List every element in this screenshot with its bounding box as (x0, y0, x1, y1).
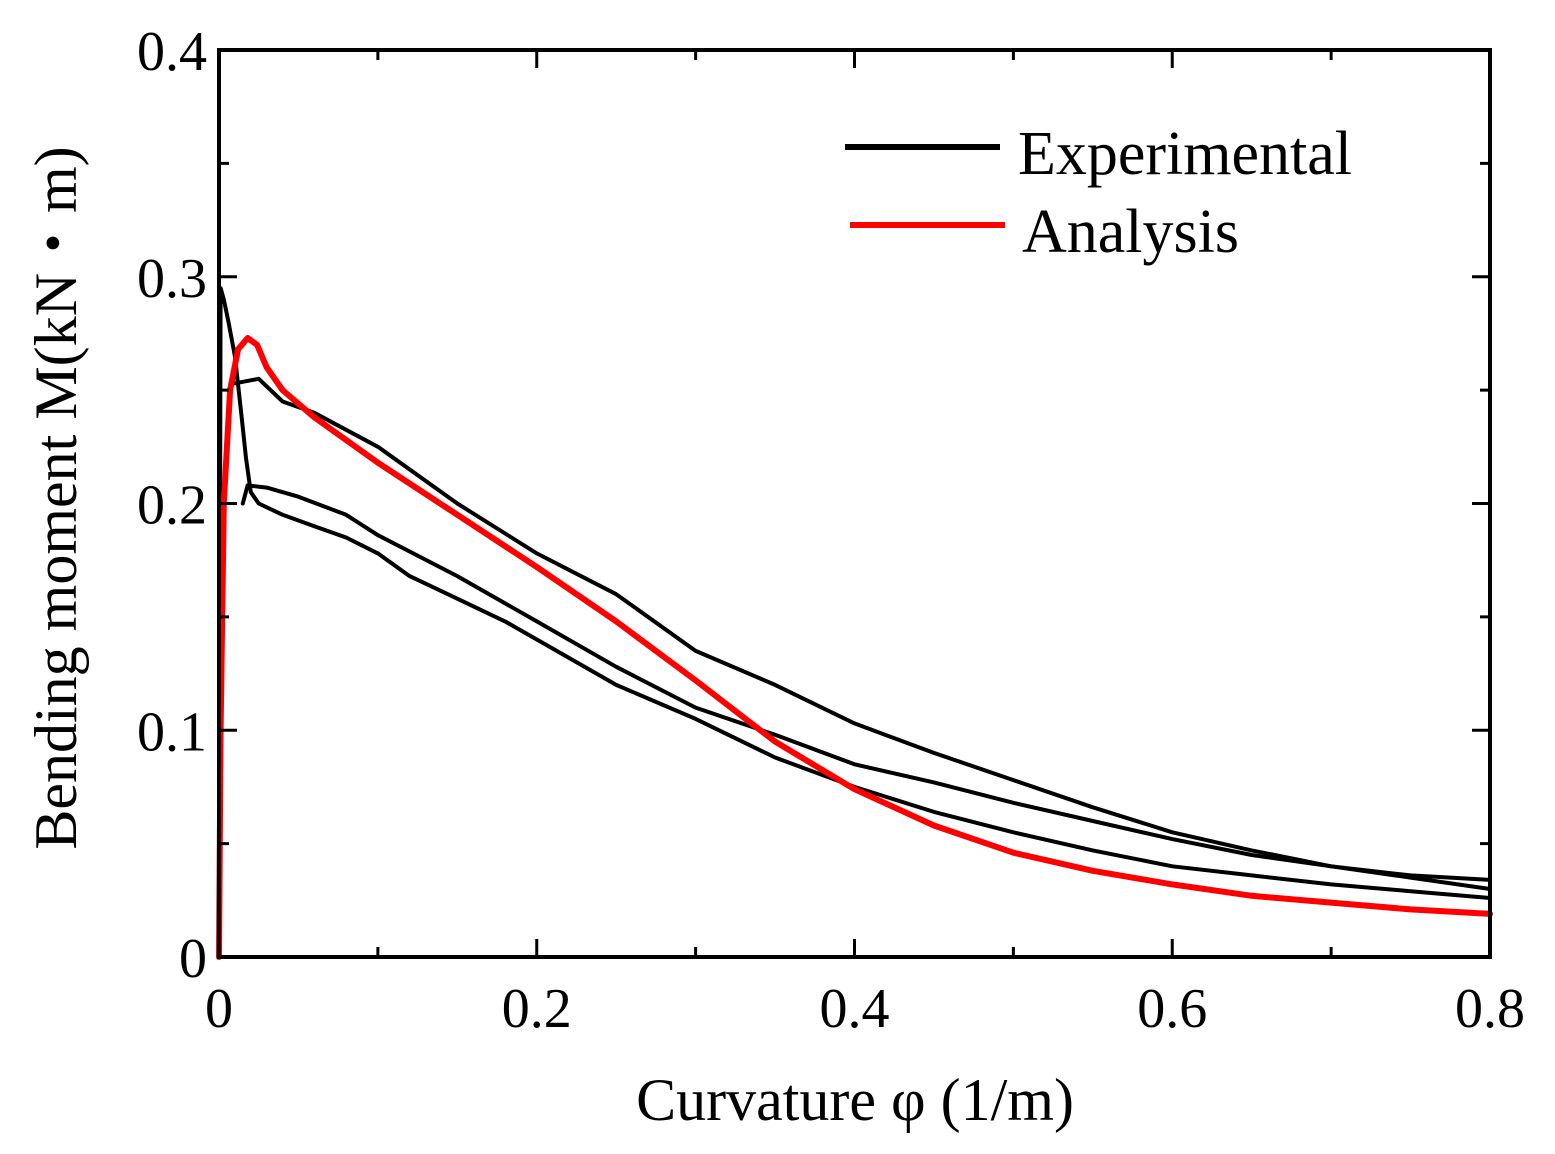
x-tick-label: 0.2 (502, 978, 572, 1040)
y-tick-label: 0.2 (137, 475, 207, 537)
tick-labels-layer: 0 0.2 0.4 0.6 0.8 0 0.1 0.2 0.3 0.4 (137, 21, 1525, 1040)
x-tick-label: 0 (205, 978, 233, 1040)
y-tick-label: 0.1 (137, 701, 207, 763)
y-tick-label: 0.4 (137, 21, 207, 83)
curves-layer (216, 286, 1493, 960)
legend: Experimental Analysis (845, 120, 1352, 266)
y-tick-label: 0.3 (137, 248, 207, 310)
legend-label-experimental: Experimental (1018, 120, 1352, 188)
series-experimental-curve-0 (217, 286, 1492, 959)
x-tick-label: 0.6 (1137, 978, 1207, 1040)
ticks-layer (217, 48, 1492, 959)
series-experimental-curve-1 (240, 483, 1492, 891)
x-axis-title: Curvature φ (1/m) (636, 1067, 1074, 1133)
legend-label-analysis: Analysis (1022, 198, 1239, 266)
series-analysis-curve-0 (216, 335, 1493, 960)
y-tick-label: 0 (179, 928, 207, 990)
y-axis-title: Bending moment M(kN・m) (23, 146, 89, 849)
x-tick-label: 0.4 (820, 978, 890, 1040)
x-tick-label: 0.8 (1455, 978, 1525, 1040)
series-experimental-curve-2 (232, 376, 1492, 882)
